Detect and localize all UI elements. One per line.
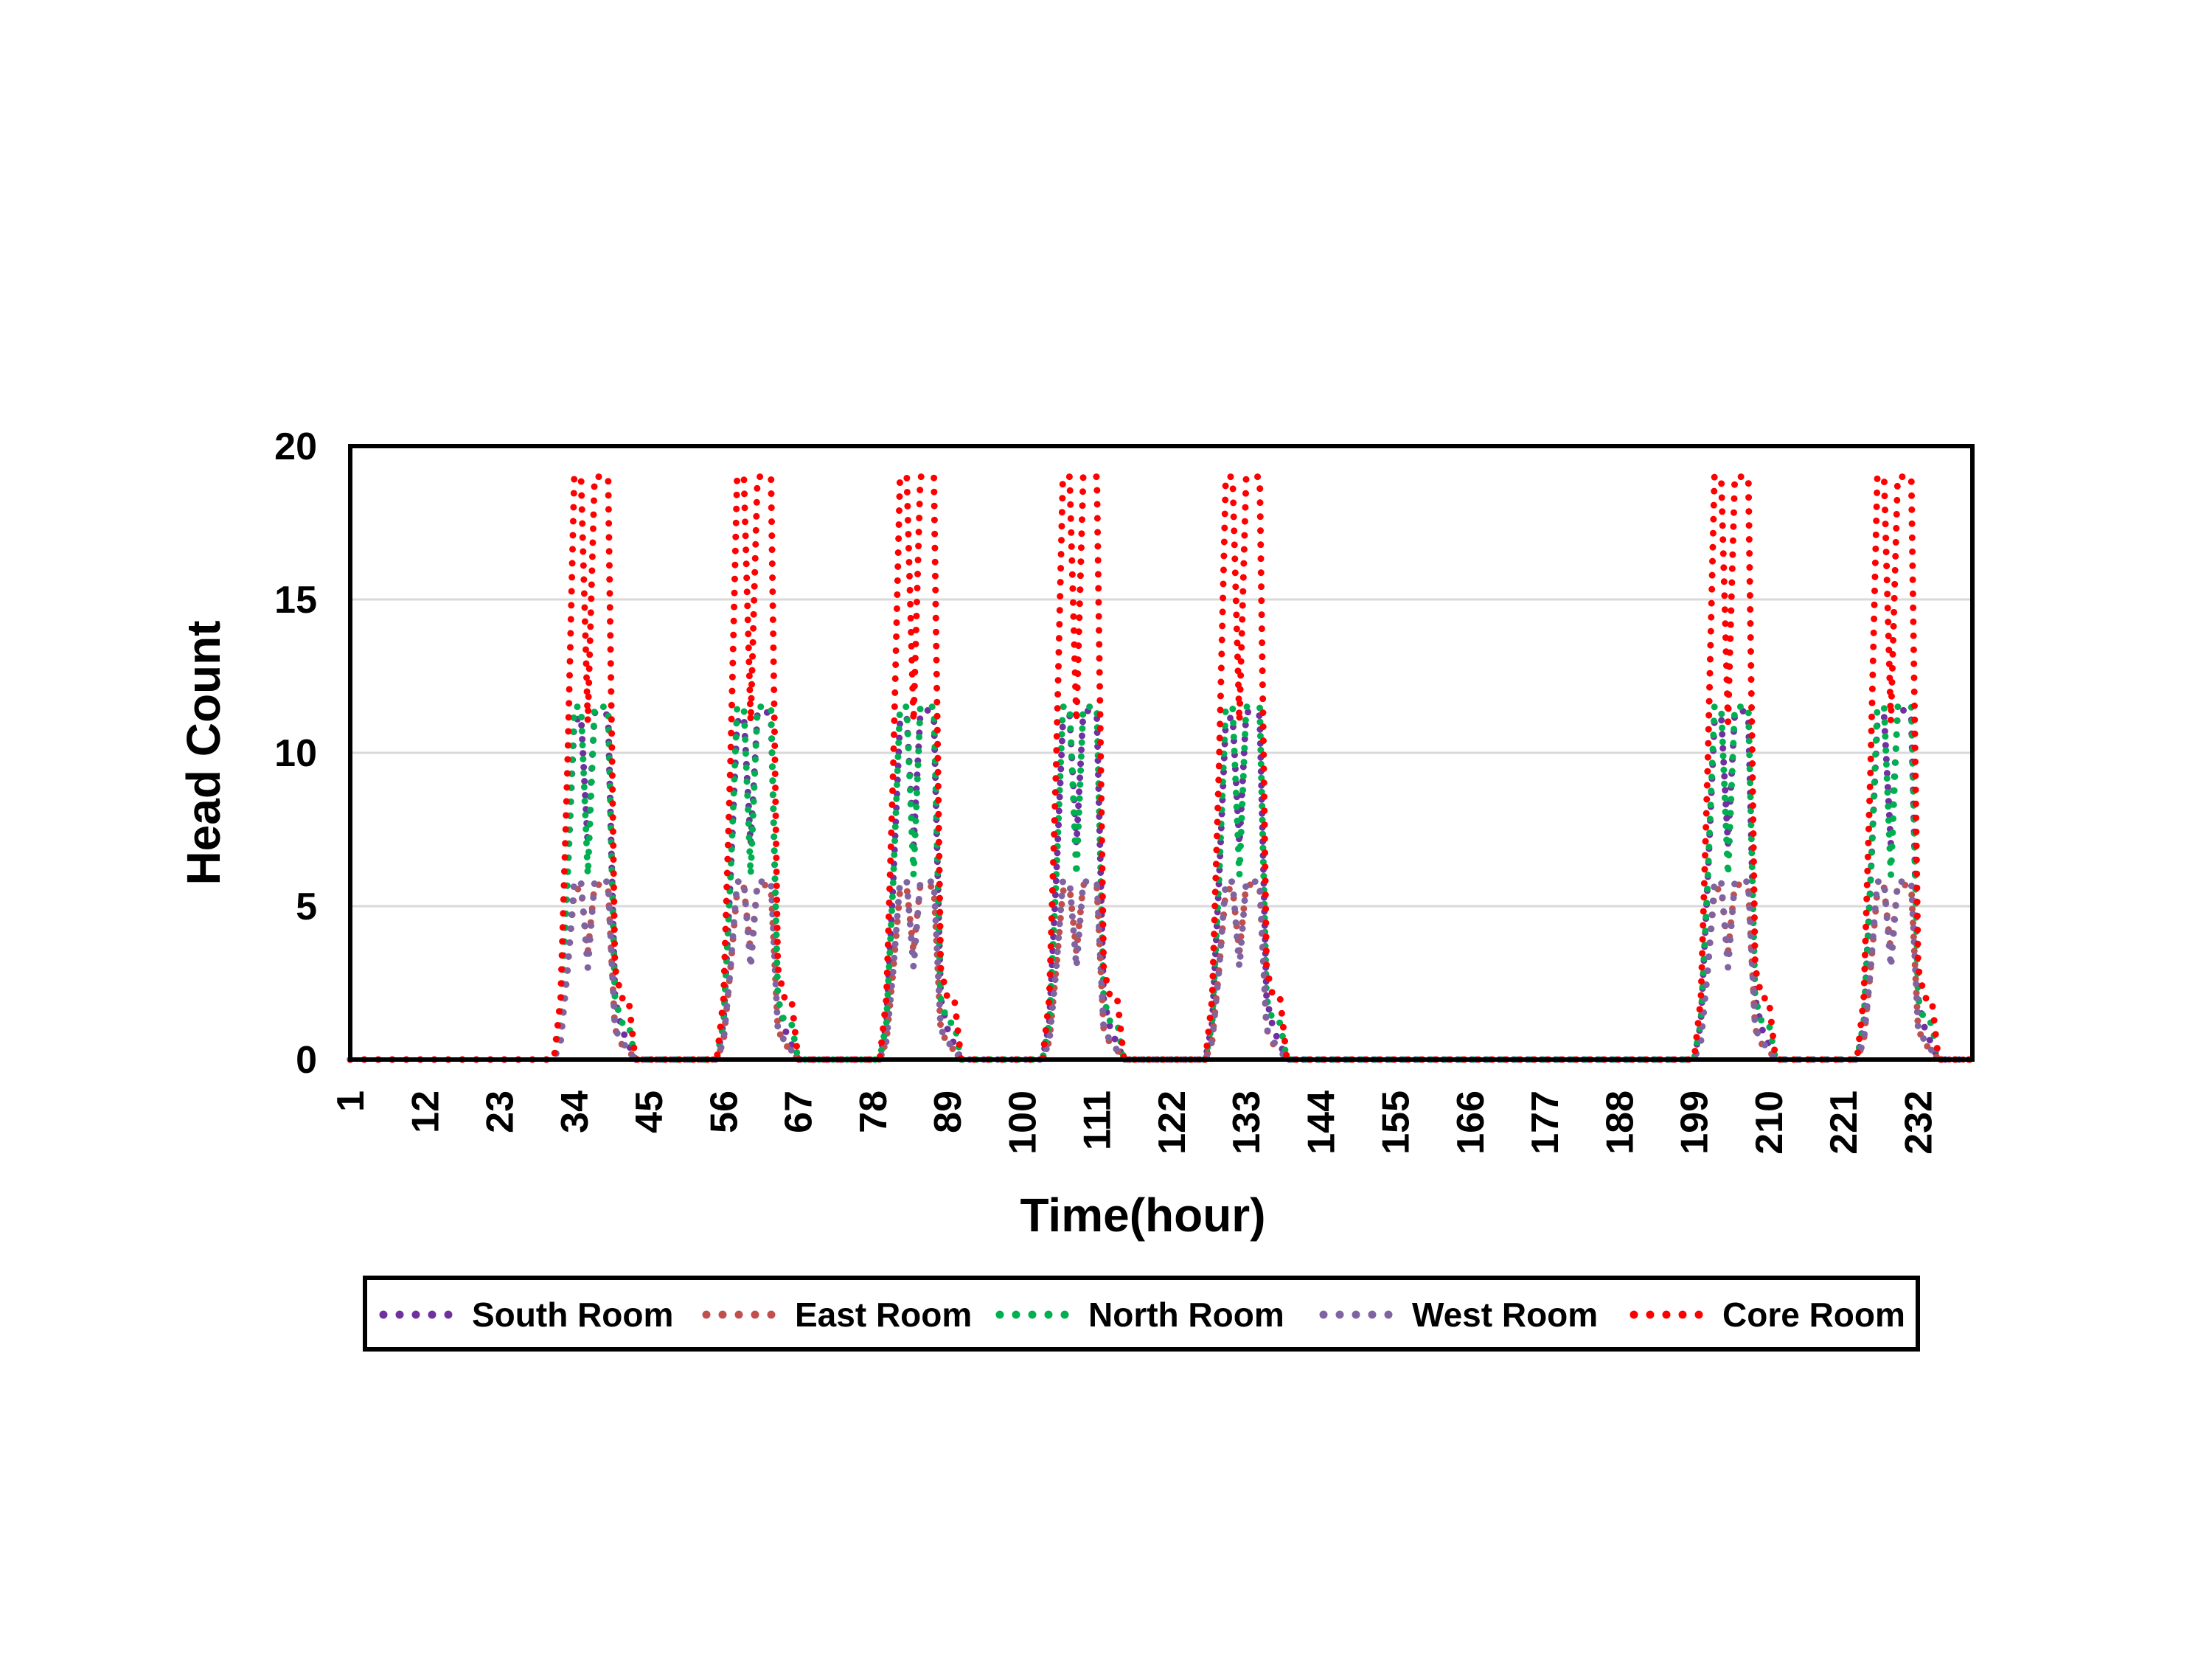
series-line-west-room xyxy=(347,878,1976,1063)
legend-label: South Room xyxy=(472,1295,673,1334)
plot-border xyxy=(348,444,1975,1062)
legend-label: West Room xyxy=(1412,1295,1598,1334)
legend-label: East Room xyxy=(795,1295,972,1334)
x-tick-label: 23 xyxy=(479,1091,522,1133)
y-tick-label: 5 xyxy=(296,886,317,928)
x-tick-label: 144 xyxy=(1300,1091,1343,1155)
x-tick-label: 56 xyxy=(703,1091,745,1133)
x-tick-label: 166 xyxy=(1450,1091,1492,1155)
x-tick-label: 67 xyxy=(778,1091,821,1133)
x-tick-label: 122 xyxy=(1151,1091,1194,1155)
x-tick-label: 232 xyxy=(1897,1091,1940,1155)
x-tick-label: 78 xyxy=(852,1091,895,1133)
grid-lines xyxy=(350,598,1972,908)
y-axis-ticks: 0 5 10 15 20 xyxy=(274,425,317,1082)
y-tick-label: 20 xyxy=(274,425,317,468)
x-tick-label: 100 xyxy=(1001,1091,1044,1155)
legend: South Room East Room North Room West Room Co… xyxy=(379,1295,1905,1334)
y-tick-label: 0 xyxy=(296,1039,317,1082)
x-tick-label: 177 xyxy=(1524,1091,1567,1155)
x-tick-label: 210 xyxy=(1748,1091,1791,1155)
x-axis-ticks: 1 12 23 34 45 56 67 78 89 100 111 122 133 144 155 166 17… xyxy=(330,1091,1940,1155)
x-tick-label: 221 xyxy=(1823,1091,1865,1155)
x-tick-label: 1 xyxy=(330,1091,372,1112)
legend-label: North Room xyxy=(1088,1295,1284,1334)
legend-label: Core Room xyxy=(1722,1295,1905,1334)
x-tick-label: 199 xyxy=(1674,1091,1717,1155)
legend-box xyxy=(363,1276,1920,1352)
x-tick-label: 12 xyxy=(404,1091,447,1133)
x-tick-label: 133 xyxy=(1225,1091,1268,1155)
y-tick-label: 10 xyxy=(274,732,317,775)
x-tick-label: 188 xyxy=(1599,1091,1641,1155)
x-tick-label: 155 xyxy=(1375,1091,1418,1155)
x-tick-label: 111 xyxy=(1077,1091,1119,1150)
y-tick-label: 15 xyxy=(274,579,317,622)
x-axis-title: Time(hour) xyxy=(1020,1189,1265,1242)
y-axis-title: Head Count xyxy=(177,620,230,885)
x-tick-label: 89 xyxy=(927,1091,970,1133)
x-tick-label: 34 xyxy=(554,1091,597,1133)
x-tick-label: 45 xyxy=(628,1091,671,1133)
